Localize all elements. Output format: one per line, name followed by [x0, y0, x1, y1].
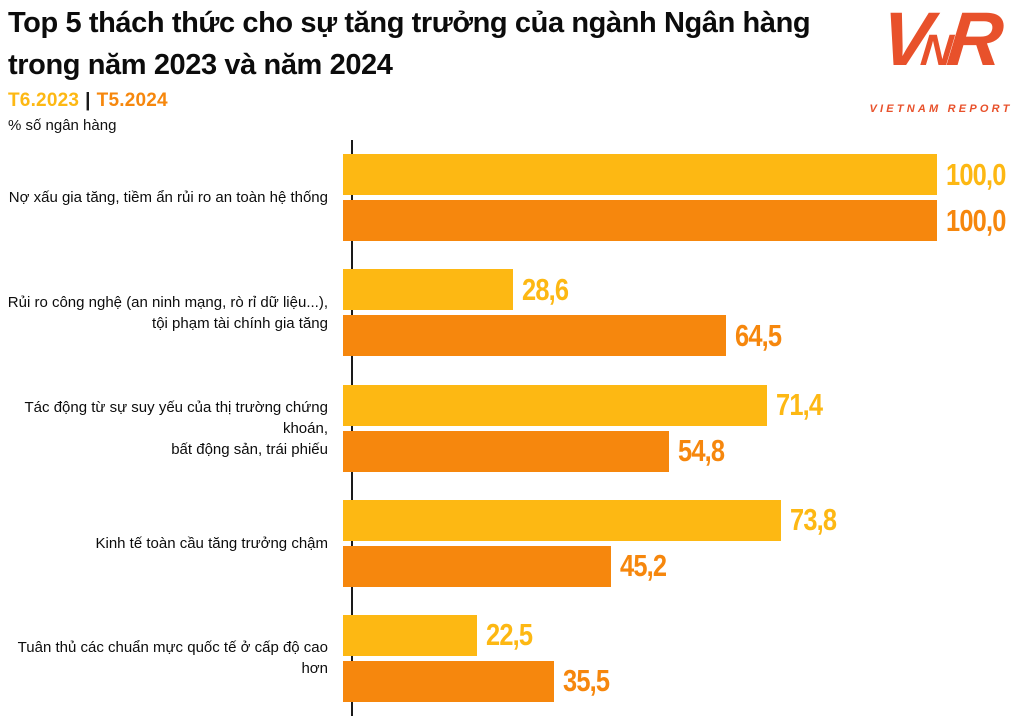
category-label: Tác động từ sự suy yếu của thị trường ch… — [0, 397, 341, 460]
value-label: 100,0 — [946, 202, 1006, 238]
category-label: Kinh tế toàn cầu tăng trưởng chậm — [0, 533, 341, 554]
chart-category-row: Tác động từ sự suy yếu của thị trường ch… — [0, 370, 1024, 485]
bar-pair: 73,8 45,2 — [341, 499, 1024, 587]
value-label: 64,5 — [735, 317, 782, 353]
bar-t6-2023 — [343, 269, 513, 311]
bar-row-t6-2023: 22,5 — [343, 614, 1024, 656]
bar-t6-2023 — [343, 154, 937, 196]
category-label: Tuân thủ các chuẩn mực quốc tế ở cấp độ … — [0, 637, 341, 679]
bar-t6-2023 — [343, 499, 782, 541]
logo-letter-r: R — [943, 0, 1008, 82]
value-label: 45,2 — [620, 548, 667, 584]
bar-row-t6-2023: 28,6 — [343, 269, 1024, 311]
chart-title-line1: Top 5 thách thức cho sự tăng trưởng của … — [8, 7, 811, 39]
bar-t5-2024 — [343, 545, 612, 587]
bar-row-t5-2024: 100,0 — [343, 200, 1024, 242]
bar-pair: 28,6 64,5 — [341, 269, 1024, 357]
category-label-line: Kinh tế toàn cầu tăng trưởng chậm — [95, 534, 328, 552]
logo-vnr-monogram: VNR — [857, 0, 1024, 101]
chart-title-line2: trong năm 2023 và năm 2024 — [8, 49, 393, 81]
bar-row-t5-2024: 35,5 — [343, 660, 1024, 702]
value-label: 73,8 — [790, 502, 837, 538]
value-label: 35,5 — [562, 663, 610, 699]
category-label: Nợ xấu gia tăng, tiềm ẩn rủi ro an toàn … — [0, 187, 341, 208]
bar-t6-2023 — [343, 384, 768, 426]
bar-pair: 100,0 100,0 — [341, 154, 1024, 242]
chart-category-row: Rủi ro công nghệ (an ninh mạng, rò rỉ dữ… — [0, 255, 1024, 370]
chart-legend: T6.2023 | T5.2024 — [8, 90, 878, 112]
legend-separator: | — [85, 90, 91, 111]
legend-series1-label: T6.2023 — [8, 90, 80, 111]
category-label-line: bất động sản, trái phiếu — [171, 440, 328, 458]
category-label: Rủi ro công nghệ (an ninh mạng, rò rỉ dữ… — [0, 292, 341, 334]
chart-category-row: Tuân thủ các chuẩn mực quốc tế ở cấp độ … — [0, 601, 1024, 716]
y-axis-line — [351, 140, 353, 716]
category-label-line: tội phạm tài chính gia tăng — [152, 314, 328, 332]
vietnam-report-logo: VNR VIETNAM REPORT — [862, 0, 1020, 115]
bar-row-t5-2024: 45,2 — [343, 545, 1024, 587]
category-label-line: Rủi ro công nghệ (an ninh mạng, rò rỉ dữ… — [7, 293, 328, 311]
bar-row-t6-2023: 73,8 — [343, 499, 1024, 541]
category-label-line: Tuân thủ các chuẩn mực quốc tế ở cấp độ … — [17, 639, 328, 678]
bar-t5-2024 — [343, 660, 554, 702]
unit-note: % số ngân hàng — [8, 117, 117, 134]
value-label: 54,8 — [677, 433, 725, 468]
chart-category-row: Nợ xấu gia tăng, tiềm ẩn rủi ro an toàn … — [0, 140, 1024, 255]
value-label: 28,6 — [521, 271, 569, 307]
value-label: 100,0 — [946, 156, 1006, 192]
category-label-line: Tác động từ sự suy yếu của thị trường ch… — [24, 398, 328, 437]
chart-rows: Nợ xấu gia tăng, tiềm ẩn rủi ro an toàn … — [0, 140, 1024, 716]
bar-chart: Nợ xấu gia tăng, tiềm ẩn rủi ro an toàn … — [0, 140, 1024, 716]
bar-pair: 22,5 35,5 — [341, 614, 1024, 702]
value-label: 71,4 — [776, 387, 823, 422]
bar-row-t5-2024: 54,8 — [343, 430, 1024, 472]
logo-subtext: VIETNAM REPORT — [869, 103, 1013, 115]
bar-row-t6-2023: 100,0 — [343, 154, 1024, 196]
bar-t5-2024 — [343, 430, 669, 472]
bar-t5-2024 — [343, 315, 727, 357]
bar-row-t5-2024: 64,5 — [343, 315, 1024, 357]
bar-row-t6-2023: 71,4 — [343, 384, 1024, 426]
bar-t5-2024 — [343, 200, 937, 242]
chart-header: Top 5 thách thức cho sự tăng trưởng của … — [8, 2, 878, 134]
bar-pair: 71,4 54,8 — [341, 384, 1024, 472]
legend-series2-label: T5.2024 — [96, 90, 168, 111]
value-label: 22,5 — [485, 617, 533, 653]
category-label-line: Nợ xấu gia tăng, tiềm ẩn rủi ro an toàn … — [8, 189, 328, 207]
chart-category-row: Kinh tế toàn cầu tăng trưởng chậm 73,8 45,… — [0, 486, 1024, 601]
bar-t6-2023 — [343, 614, 477, 656]
